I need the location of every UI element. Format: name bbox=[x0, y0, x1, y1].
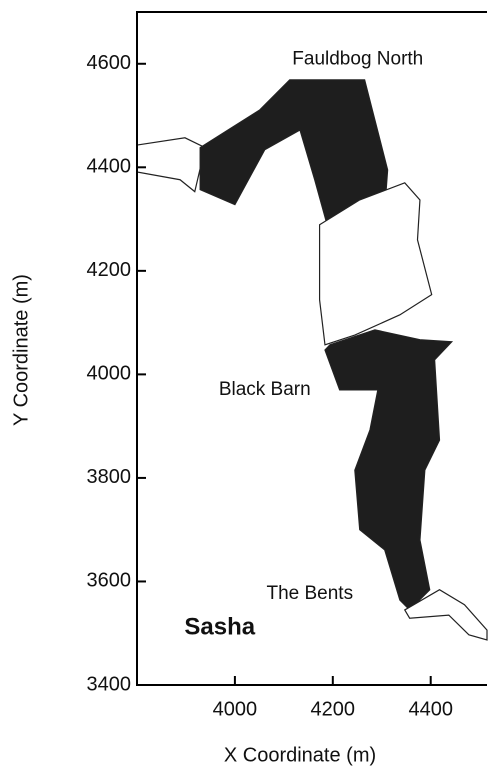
y-tick-label: 4600 bbox=[87, 52, 132, 74]
annotation: Black Barn bbox=[219, 379, 311, 400]
x-tick-label: 4200 bbox=[311, 698, 356, 720]
y-axis-label: Y Coordinate (m) bbox=[10, 274, 32, 426]
region bbox=[318, 182, 433, 346]
region bbox=[136, 137, 206, 193]
annotation: Fauldbog North bbox=[292, 49, 423, 70]
annotation: Sasha bbox=[184, 613, 255, 640]
y-tick-label: 3400 bbox=[87, 673, 132, 695]
y-tick-label: 3600 bbox=[87, 570, 132, 592]
y-tick-label: 3800 bbox=[87, 466, 132, 488]
annotation: The Bents bbox=[266, 583, 353, 604]
x-tick-label: 4400 bbox=[408, 698, 453, 720]
y-tick-label: 4400 bbox=[87, 156, 132, 178]
axis-frame bbox=[136, 11, 487, 686]
y-tick-label: 4200 bbox=[87, 259, 132, 281]
region bbox=[324, 329, 454, 611]
y-tick-label: 4000 bbox=[87, 363, 132, 385]
x-axis-label: X Coordinate (m) bbox=[224, 744, 376, 766]
region bbox=[403, 589, 488, 641]
x-tick-label: 4000 bbox=[213, 698, 258, 720]
